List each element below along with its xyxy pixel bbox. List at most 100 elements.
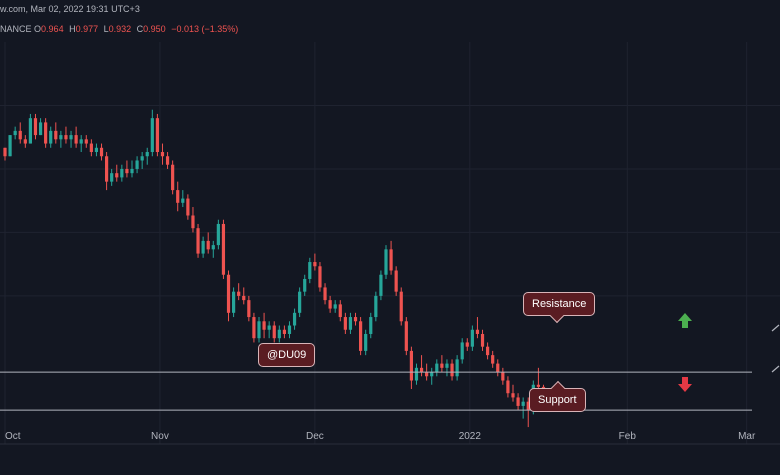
candle-up — [521, 397, 525, 419]
candle-down — [465, 338, 469, 351]
candle-down — [353, 312, 358, 326]
candle-down — [511, 384, 515, 402]
watermark-label: @DU09 — [267, 349, 307, 361]
candle-down — [155, 113, 159, 157]
candle-body — [353, 317, 358, 322]
candle-body — [303, 278, 307, 292]
candle-body — [3, 147, 7, 157]
candle-body — [409, 350, 413, 381]
candle-down — [191, 207, 195, 233]
candle-up — [287, 321, 292, 339]
candle-down — [3, 147, 7, 161]
x-tick-label: Mar — [738, 431, 756, 442]
candle-body — [130, 168, 134, 174]
candle-body — [389, 249, 393, 271]
direction-arrows — [678, 313, 780, 392]
candle-body — [282, 329, 286, 334]
candle-down — [247, 295, 251, 322]
candle-down — [450, 359, 454, 381]
ohlc-value: 0.932 — [108, 24, 132, 34]
support-label: Support — [538, 394, 577, 406]
watermark-callout: @DU09 — [258, 343, 316, 367]
candle-body — [89, 143, 93, 153]
candle-down — [440, 355, 444, 373]
candle-body — [181, 198, 185, 203]
candle-up — [79, 135, 83, 153]
candle-down — [282, 325, 286, 339]
candle-body — [49, 130, 53, 144]
candle-up — [232, 287, 236, 318]
axis-marker — [771, 365, 780, 373]
candle-body — [308, 262, 312, 279]
candle-body — [105, 156, 109, 182]
candle-up — [445, 359, 449, 377]
candle-body — [150, 118, 154, 153]
candle-body — [191, 215, 195, 229]
candle-down — [389, 240, 393, 275]
candle-body — [364, 333, 368, 351]
candle-up — [49, 126, 53, 148]
candle-body — [333, 304, 337, 309]
candle-down — [486, 342, 490, 360]
x-tick-label: Feb — [619, 431, 637, 442]
candle-down — [160, 143, 165, 165]
candle-body — [511, 393, 515, 398]
candle-up — [470, 325, 474, 351]
candle-up — [292, 308, 297, 330]
candle-body — [440, 363, 444, 368]
candle-down — [44, 118, 48, 148]
candle-body — [38, 122, 43, 136]
candle-down — [496, 359, 500, 377]
candle-body — [155, 118, 159, 153]
candle-up — [110, 168, 114, 186]
candle-down — [399, 287, 403, 326]
ohlc-key: C — [134, 24, 144, 34]
candle-down — [54, 122, 58, 144]
candle-down — [226, 270, 231, 322]
candle-up — [308, 257, 312, 284]
candle-up — [8, 135, 12, 157]
candle-body — [323, 287, 327, 301]
candle-body — [343, 317, 347, 330]
candle-down — [176, 181, 180, 212]
candle-body — [394, 270, 398, 292]
candle-body — [23, 139, 27, 144]
candle-body — [272, 325, 276, 339]
candle-down — [516, 393, 520, 411]
candle-body — [216, 223, 220, 246]
candle-body — [460, 342, 464, 360]
ohlc-value: 0.950 — [143, 24, 166, 34]
candle-body — [526, 401, 530, 411]
candle-down — [475, 317, 480, 339]
ohlc-key: L — [101, 24, 109, 34]
candle-body — [201, 240, 205, 254]
candle-up — [130, 160, 134, 178]
candle-body — [84, 139, 88, 144]
candle-body — [414, 367, 419, 381]
grid-lines — [0, 42, 780, 444]
candle-down — [125, 160, 129, 178]
candle-body — [135, 160, 139, 169]
candle-body — [267, 325, 271, 330]
candle-up — [216, 219, 220, 250]
candle-down — [328, 295, 332, 313]
candle-down — [506, 376, 510, 398]
candle-down — [89, 139, 93, 157]
candle-body — [541, 386, 546, 389]
candle-down — [262, 312, 266, 339]
candle-body — [470, 329, 474, 347]
candle-body — [496, 363, 500, 373]
candle-body — [536, 384, 540, 387]
candle-body — [171, 164, 175, 191]
candle-down — [318, 262, 322, 292]
candle-down — [404, 317, 408, 356]
candle-down — [221, 219, 226, 279]
axis-marker — [771, 324, 780, 332]
candle-body — [465, 342, 469, 347]
candle-body — [145, 152, 149, 157]
candle-up — [384, 245, 388, 279]
x-tick-label: Oct — [5, 431, 21, 442]
candle-body — [348, 317, 353, 330]
